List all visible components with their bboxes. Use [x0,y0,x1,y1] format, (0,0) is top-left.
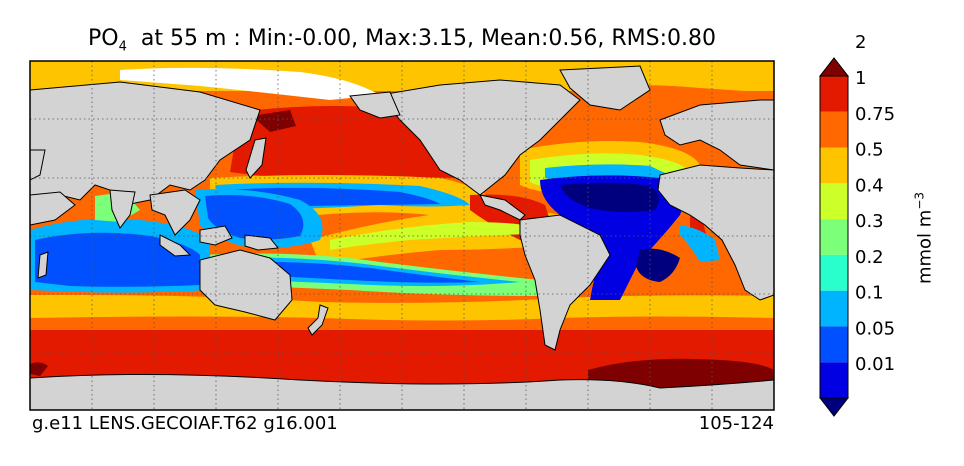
ross-sea-patch [30,362,48,376]
land-antarctica [30,373,774,410]
colorbar-tick-label: 0.5 [855,140,884,161]
land-japan [245,137,267,179]
colorbar-tick-label: 0.01 [855,354,895,375]
colorbar-extend-max [818,57,850,77]
colorbar-extend-min [818,397,850,417]
okhotsk-dark [252,110,296,132]
colorbar-segment [820,290,848,327]
land-alaska [349,91,401,119]
equatorial-pacific-green [330,222,530,250]
footer-case-name: g.e11 LENS.GECOIAF.T62 g16.001 [32,413,338,434]
land-africa-west [657,164,774,301]
colorbar-segment [820,76,848,112]
unit-text: mmol m [914,209,936,285]
colorbar-tick-label: 1 [855,68,866,89]
arctic-no-data [120,67,380,100]
colorbar-tick-label: 0.75 [855,104,895,125]
land-madagascar [37,251,49,279]
land-india [109,189,136,229]
land-borneo [199,225,233,246]
land-greenland [559,65,651,111]
colorbar-tick-label: 0.3 [855,211,884,232]
colorbar-frame [819,75,849,399]
colorbar-segment [820,111,848,148]
title-stats: at 55 m : Min:-0.00, Max:3.15, Mean:0.56… [140,26,716,51]
chart-title: PO4 at 55 m : Min:-0.00, Max:3.15, Mean:… [30,26,774,54]
title-species: PO [88,26,119,51]
colorbar-tick-label: 0.2 [855,247,884,268]
title-subscript: 4 [118,39,127,55]
colorbar-segment [820,183,848,220]
colorbar-segment [820,326,848,363]
warm-pool-blue [205,195,304,240]
colorbar-tick-label: 0.4 [855,175,884,196]
map-frame [29,60,775,411]
land-australia [199,249,293,321]
colorbar-segment [820,362,848,398]
colorbar-unit-label: mmol m−3 [913,192,936,284]
footer-years: 105-124 [698,413,774,434]
south-atlantic-core [636,248,680,282]
land-africa-east [30,149,46,181]
indian-ocean-blue [35,232,200,287]
colorbar-tick-label: 0.05 [855,318,895,339]
colorbar-tick-label: 2 [855,32,866,53]
land-new-guinea [244,234,279,251]
colorbar-segment [820,147,848,184]
land-south-america [519,214,611,351]
colorbar-segment [820,219,848,255]
land-new-zealand [307,304,329,336]
unit-exponent: −3 [912,191,927,210]
land-north-america [379,79,581,196]
land-arabia [30,191,76,226]
south-pacific-gyre-blue [220,261,480,283]
equatorial-atlantic-cyan [680,225,720,262]
land-sumatra [159,234,192,257]
land-europe [659,99,774,171]
atlantic-gyre-core [560,182,659,213]
colorbar-segment [820,254,848,291]
colorbar-tick-label: 0.1 [855,283,884,304]
